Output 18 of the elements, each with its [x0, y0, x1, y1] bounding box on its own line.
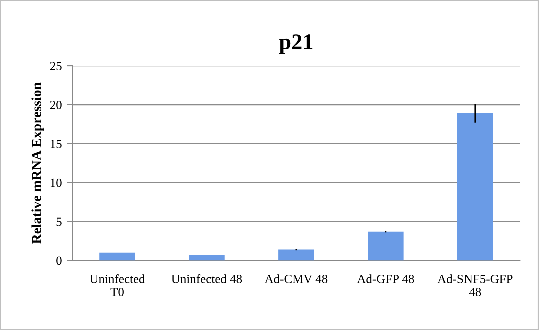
x-tick-label: Uninfected 48: [172, 274, 242, 284]
y-tick-label: 10: [50, 178, 62, 188]
y-tick-label: 15: [50, 140, 62, 148]
bar: [189, 255, 225, 261]
y-axis-title: Relative mRNA Expression: [32, 82, 44, 244]
x-tick-label: Ad-SNF5-GFP 48: [438, 274, 513, 296]
bar: [100, 252, 136, 261]
chart-title: p21: [279, 34, 313, 54]
bar: [458, 114, 494, 261]
y-tick-label: 20: [50, 100, 62, 110]
y-tick-label: 25: [50, 62, 62, 70]
x-tick-label: Uninfected T0: [90, 274, 146, 296]
bar: [368, 232, 404, 261]
x-tick-label: Ad-GFP 48: [357, 274, 414, 284]
y-tick-label: 5: [56, 218, 62, 226]
bar: [278, 250, 314, 261]
x-tick-label: Ad-CMV 48: [264, 274, 328, 284]
y-tick-label: 0: [56, 256, 62, 266]
